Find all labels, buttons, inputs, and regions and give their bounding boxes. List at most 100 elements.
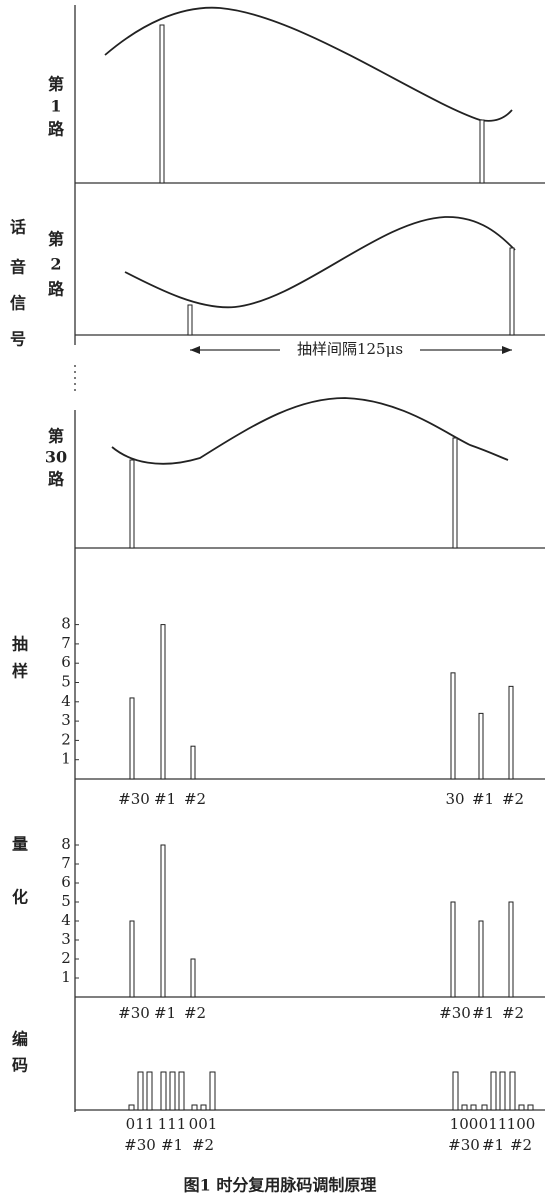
code-pulse (527, 1104, 534, 1111)
y-tick-label: 1 (61, 968, 71, 986)
code-pulse (209, 1071, 216, 1111)
row-label: 路 (48, 280, 65, 299)
row-label: 样 (12, 662, 28, 681)
sample-line (479, 119, 485, 184)
code-pulse (137, 1071, 144, 1111)
y-tick-label: 2 (61, 949, 71, 967)
y-tick-label: 7 (61, 634, 71, 652)
sample-line (187, 304, 193, 336)
y-tick-label: 8 (61, 615, 71, 633)
row-label: 码 (12, 1056, 28, 1075)
caption: 图1 时分复用脉码调制原理 (184, 1176, 377, 1195)
bar (508, 685, 514, 780)
code-pulse (481, 1104, 488, 1111)
interval-label: 抽样间隔125μs (297, 340, 403, 358)
bar (160, 844, 166, 998)
code-pulse (518, 1104, 525, 1111)
signal-curve (124, 216, 516, 309)
x-label: #1 (154, 790, 176, 808)
code-pulse (146, 1071, 153, 1111)
row-label: 1 (50, 97, 61, 116)
row-label: 化 (12, 888, 28, 907)
row-label: 路 (48, 120, 65, 139)
code-pulse (461, 1104, 468, 1111)
y-tick-label: 6 (61, 873, 71, 891)
code-pulse (191, 1104, 198, 1111)
code-pulse (490, 1071, 497, 1111)
code-label: 100 (507, 1115, 536, 1133)
row-label: 音 (10, 258, 26, 277)
code-pulse (178, 1071, 185, 1111)
x-label: #2 (502, 1004, 524, 1022)
y-tick-label: 1 (61, 750, 71, 768)
x-label: #30 (439, 1004, 471, 1022)
y-tick-label: 7 (61, 854, 71, 872)
x-label: #1 (472, 790, 494, 808)
x-label: #30 (124, 1136, 156, 1154)
code-label: 100 (450, 1115, 479, 1133)
code-pulse (470, 1104, 477, 1111)
code-label: 111 (158, 1115, 187, 1133)
code-label: 011 (126, 1115, 155, 1133)
x-label: 30 (445, 790, 464, 808)
x-label: #2 (192, 1136, 214, 1154)
bar (190, 745, 196, 780)
bar (478, 712, 484, 780)
row-label: 抽 (12, 635, 28, 654)
sample-line (509, 247, 515, 336)
y-tick-label: 6 (61, 653, 71, 671)
x-label: #2 (502, 790, 524, 808)
bar (450, 901, 456, 998)
sample-line (129, 459, 135, 549)
signal-curve (111, 397, 509, 465)
x-label: #1 (482, 1136, 504, 1154)
y-tick-label: 5 (61, 673, 71, 691)
row-label: 第 (48, 230, 64, 249)
sample-line (452, 437, 458, 549)
x-label: #1 (154, 1004, 176, 1022)
x-label: #30 (448, 1136, 480, 1154)
code-pulse (499, 1071, 506, 1111)
bar (190, 958, 196, 998)
row-label: 编 (12, 1030, 28, 1049)
label-bg (280, 340, 420, 360)
y-tick-label: 2 (61, 730, 71, 748)
y-tick-label: 3 (61, 930, 71, 948)
row-label: 2 (50, 255, 61, 274)
x-label: #2 (510, 1136, 532, 1154)
code-pulse (452, 1071, 459, 1111)
x-label: #1 (472, 1004, 494, 1022)
bar (508, 901, 514, 998)
y-tick-label: 8 (61, 835, 71, 853)
row-label: 30 (45, 448, 67, 467)
code-pulse (200, 1104, 207, 1111)
bar (129, 920, 135, 998)
x-label: #1 (161, 1136, 183, 1154)
row-label: 第 (48, 75, 64, 94)
bar (478, 920, 484, 998)
x-label: #30 (118, 1004, 150, 1022)
code-label: 001 (189, 1115, 218, 1133)
row-label: 量 (12, 835, 28, 854)
code-pulse (160, 1071, 167, 1111)
sample-line (159, 24, 165, 184)
code-pulse (169, 1071, 176, 1111)
y-tick-label: 4 (61, 911, 71, 929)
row-label: 话 (10, 218, 26, 237)
y-tick-label: 3 (61, 711, 71, 729)
row-label: 号 (10, 330, 26, 349)
x-label: #30 (118, 790, 150, 808)
code-pulse (128, 1104, 135, 1111)
code-pulse (509, 1071, 516, 1111)
bar (160, 624, 166, 780)
row-label: 路 (48, 470, 65, 489)
bar (129, 697, 135, 780)
code-label: 011 (479, 1115, 508, 1133)
y-tick-label: 4 (61, 692, 71, 710)
y-tick-label: 5 (61, 892, 71, 910)
x-label: #2 (184, 1004, 206, 1022)
signal-curve (104, 6, 513, 122)
bar (450, 672, 456, 780)
x-label: #2 (184, 790, 206, 808)
